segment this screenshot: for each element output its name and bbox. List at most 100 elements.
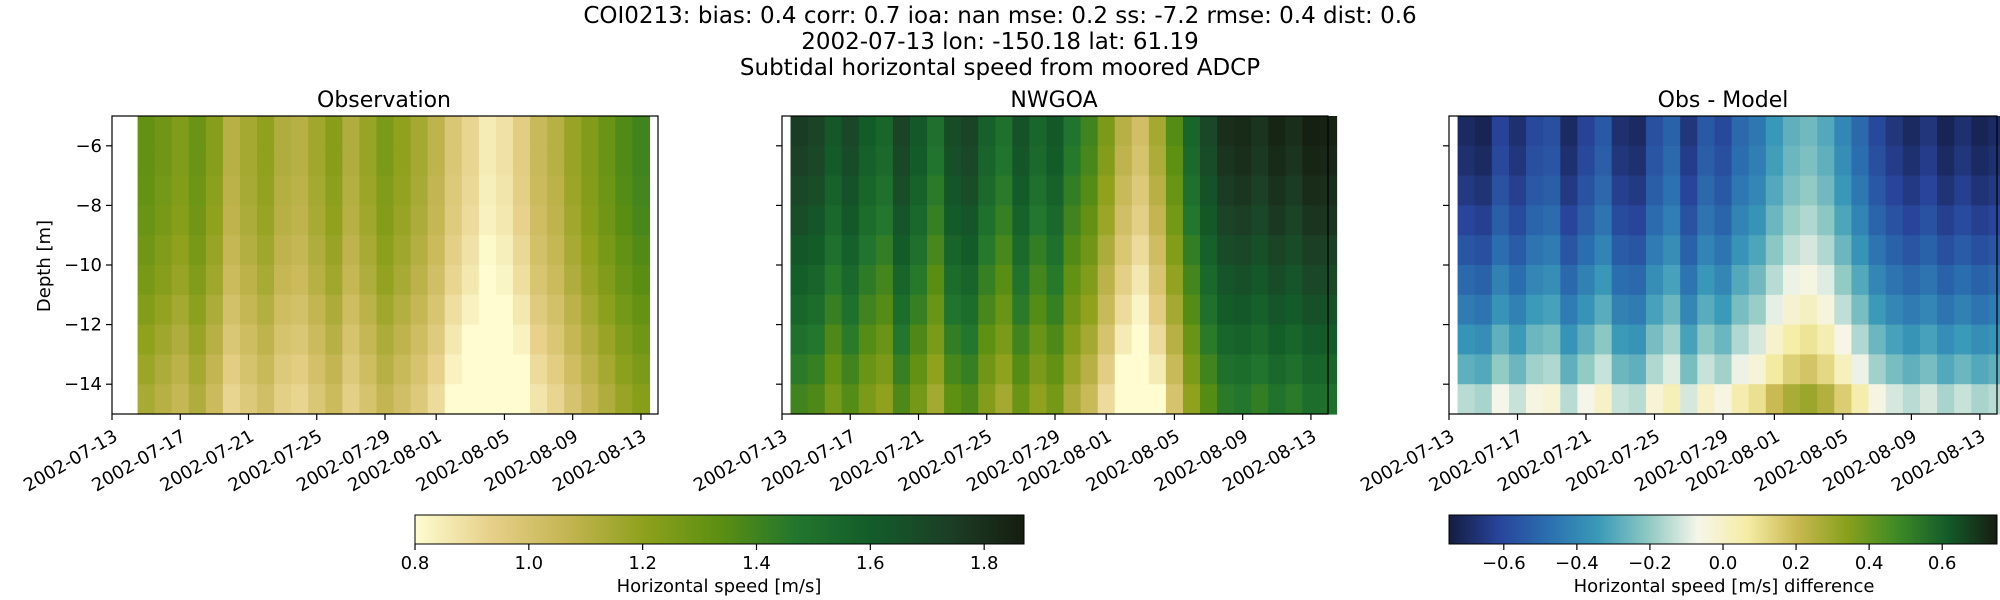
heatmap-cell [1577, 235, 1596, 266]
heatmap-cell [308, 145, 326, 177]
heatmap-cell [1491, 235, 1510, 266]
heatmap-cell [1663, 145, 1681, 177]
heatmap-cell [257, 324, 275, 355]
heatmap-cell [222, 175, 241, 206]
heatmap-cell [1148, 145, 1167, 177]
heatmap-cell [239, 235, 258, 266]
heatmap-cell [410, 235, 429, 266]
heatmap-cell [1697, 116, 1716, 147]
heatmap-cell [1645, 235, 1664, 266]
heatmap-cell [547, 205, 565, 236]
heatmap-cell [1937, 175, 1955, 206]
heatmap-cell [1697, 324, 1716, 355]
heatmap-cell [1611, 116, 1630, 147]
heatmap-cell [410, 294, 429, 326]
heatmap-cell [1508, 384, 1527, 415]
heatmap-cell [308, 175, 326, 206]
heatmap-cell [1800, 265, 1818, 296]
heatmap-cell [1885, 205, 1904, 236]
heatmap-cell [1165, 384, 1184, 415]
heatmap-cell [137, 145, 156, 177]
heatmap-cell [1200, 265, 1218, 296]
heatmap-cell [1508, 354, 1527, 385]
heatmap-cell [1268, 384, 1286, 415]
heatmap-cell [1114, 294, 1133, 326]
heatmap-cell [1457, 235, 1476, 266]
heatmap-cell [1628, 265, 1647, 296]
heatmap-cell [1714, 175, 1733, 206]
heatmap-cell [807, 175, 826, 206]
heatmap-cell [1097, 116, 1116, 147]
heatmap-cell [1834, 324, 1853, 355]
heatmap-cell [841, 265, 860, 296]
heatmap-cell [1217, 265, 1235, 296]
heatmap-cell [1251, 324, 1269, 355]
heatmap-cell [1029, 145, 1048, 177]
heatmap-cell [547, 354, 565, 385]
heatmap-cell [1817, 116, 1835, 147]
heatmap-cell [1080, 116, 1099, 147]
heatmap-cell [1268, 265, 1286, 296]
colorbar-tick-label: 0.6 [1928, 553, 1957, 574]
heatmap-cell [512, 384, 531, 415]
heatmap-cell [1628, 116, 1647, 147]
heatmap-cell [995, 116, 1013, 147]
heatmap-cell [461, 175, 480, 206]
heatmap-cell [154, 116, 173, 147]
heatmap-cell [909, 294, 928, 326]
heatmap-cell [1063, 265, 1082, 296]
heatmap-cell [1268, 175, 1286, 206]
heatmap-cell [308, 235, 326, 266]
heatmap-cell [995, 175, 1013, 206]
observation-panel-title: Observation [317, 88, 451, 113]
heatmap-cell [1302, 384, 1321, 415]
heatmap-cell [427, 324, 446, 355]
heatmap-cell [892, 384, 911, 415]
heatmap-cell [1457, 384, 1476, 415]
heatmap-cell [1594, 116, 1613, 147]
heatmap-cell [393, 116, 412, 147]
heatmap-cell [1543, 354, 1561, 385]
heatmap-cell [1800, 145, 1818, 177]
heatmap-cell [1285, 384, 1303, 415]
heatmap-cell [1577, 175, 1596, 206]
heatmap-cell [461, 384, 480, 415]
heatmap-cell [1217, 235, 1235, 266]
heatmap-cell [1080, 294, 1099, 326]
heatmap-cell [1268, 354, 1286, 385]
heatmap-cell [1765, 324, 1784, 355]
heatmap-cell [1885, 235, 1904, 266]
heatmap-cell [1080, 265, 1099, 296]
heatmap-cell [1971, 384, 1990, 415]
heatmap-cell [1817, 265, 1835, 296]
heatmap-cell [1114, 145, 1133, 177]
heatmap-cell [1782, 145, 1801, 177]
heatmap-cell [598, 205, 616, 236]
heatmap-cell [1817, 145, 1835, 177]
heatmap-cell [239, 324, 258, 355]
heatmap-cell [410, 116, 429, 147]
heatmap-cell [1851, 175, 1870, 206]
heatmap-cell [944, 384, 962, 415]
heatmap-cell [1251, 294, 1269, 326]
heatmap-cell [1029, 175, 1048, 206]
heatmap-cell [598, 175, 616, 206]
heatmap-cell [1748, 354, 1767, 385]
heatmap-cell [188, 384, 207, 415]
heatmap-cell [410, 324, 429, 355]
heatmap-cell [1817, 384, 1835, 415]
heatmap-cell [1971, 324, 1990, 355]
heatmap-cell [841, 175, 860, 206]
heatmap-cell [154, 265, 173, 296]
heatmap-cell [410, 175, 429, 206]
heatmap-cell [257, 384, 275, 415]
heatmap-cell [1182, 294, 1201, 326]
heatmap-cell [824, 205, 843, 236]
heatmap-cell [1868, 116, 1887, 147]
heatmap-cell [393, 235, 412, 266]
heatmap-cell [1919, 354, 1938, 385]
heatmap-cell [632, 116, 651, 147]
heatmap-cell [478, 384, 497, 415]
heatmap-cell [393, 145, 412, 177]
